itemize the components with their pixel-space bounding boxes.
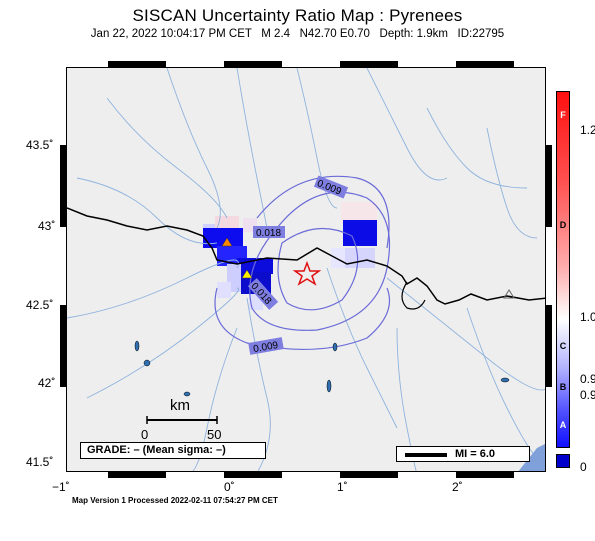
x-tick-label: −1˚ (52, 480, 70, 494)
colorbar-letter: A (559, 420, 567, 430)
station-triangle-icon[interactable] (221, 237, 233, 247)
colorbar-letter: C (559, 341, 567, 351)
mi-legend: MI = 6.0 (396, 446, 530, 462)
contour-label-bg (313, 175, 349, 199)
processing-footer: Map Version 1 Processed 2022-02-11 07:54… (72, 496, 278, 505)
contour-label-bg (248, 337, 284, 355)
contour-label: 0.018 (256, 228, 281, 239)
mi-legend-label: MI = 6.0 (455, 448, 496, 460)
contour-label-bg (253, 226, 285, 238)
colorbar-value: 1.0 (580, 310, 595, 324)
y-tick-label: 43˚ (38, 219, 56, 233)
national-border (67, 207, 545, 305)
colorbar-letter: F (560, 110, 566, 120)
x-tick-label: 1˚ (337, 480, 348, 494)
y-tick-label: 42.5˚ (26, 298, 54, 312)
colorbar-value: 0.9 (580, 372, 595, 386)
scale-bar-unit: km (170, 397, 190, 414)
colorbar-min-swatch (556, 454, 570, 468)
mi-legend-line (405, 453, 447, 457)
map-title: SISCAN Uncertainty Ratio Map : Pyrenees (132, 6, 463, 25)
colorbar (556, 91, 570, 448)
scale-bar-start: 0 (141, 427, 149, 442)
map-panel[interactable]: 0.009 0.018 0.018 0.009 (66, 67, 546, 472)
lakes (134, 340, 510, 397)
colorbar-letter: D (559, 220, 567, 230)
y-tick-label: 42˚ (38, 376, 56, 390)
grade-box: GRADE: – (Mean sigma: –) (80, 442, 266, 459)
epicenter-star-icon[interactable] (292, 260, 322, 286)
x-tick-label: 2˚ (452, 480, 463, 494)
contour-label-bg (247, 278, 279, 310)
colorbar-value: 0.9 (580, 388, 595, 402)
y-tick-label: 43.5˚ (26, 138, 54, 152)
colorbar-value: 1.2 (580, 123, 595, 137)
station-triangle-icon[interactable] (503, 289, 515, 299)
contour-label: 0.009 (253, 340, 280, 355)
scale-bar-end: 50 (207, 427, 222, 442)
y-tick-label: 41.5˚ (26, 455, 54, 469)
contours (214, 175, 391, 351)
sea (518, 444, 545, 471)
station-triangle-icon[interactable] (241, 269, 253, 279)
event-subtitle: Jan 22, 2022 10:04:17 PM CET M 2.4 N42.7… (90, 28, 505, 40)
grade-text: GRADE: – (Mean sigma: –) (87, 444, 226, 456)
frame-ticks (60, 61, 552, 478)
x-tick-label: 0˚ (224, 480, 235, 494)
colorbar-value: 0 (580, 460, 587, 474)
uncertainty-grid (203, 202, 377, 310)
map-canvas: 0.009 0.018 0.018 0.009 (67, 68, 545, 471)
colorbar-letter: B (559, 382, 567, 392)
